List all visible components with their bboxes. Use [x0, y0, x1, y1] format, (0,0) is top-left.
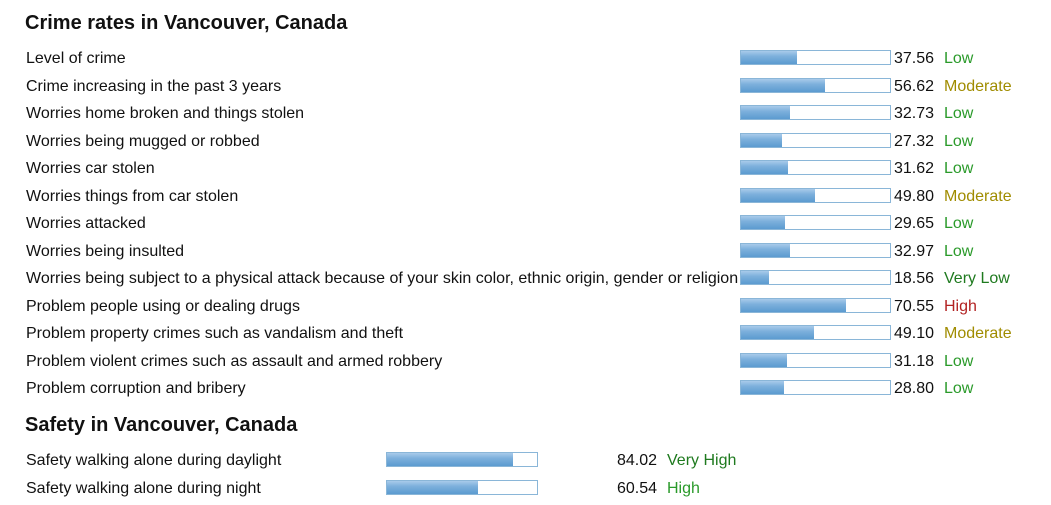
safety-row: Safety walking alone during daylight 84.0…	[0, 447, 1051, 474]
crime-row-bar-fill	[741, 243, 791, 257]
crime-row: Worries car stolen 31.62 Low	[0, 155, 1051, 182]
crime-row-bar-fill	[741, 133, 782, 147]
crime-row-bar-fill	[741, 106, 790, 119]
safety-row-bar-fill	[387, 453, 514, 466]
crime-row-value: 32.73	[893, 105, 934, 122]
crime-row-value: 56.62	[893, 77, 934, 95]
crime-row-bar-fill	[741, 298, 847, 312]
crime-row-value: 70.55	[893, 297, 934, 315]
crime-row-bar	[740, 77, 891, 93]
crime-row-bar	[740, 325, 891, 340]
crime-row-value: 31.62	[893, 160, 934, 177]
safety-row-bar	[386, 479, 538, 495]
safety-row: Safety walking alone during night 60.54 Hi…	[0, 475, 1051, 502]
crime-row-level: High	[944, 297, 977, 315]
crime-row-bar	[740, 380, 891, 395]
crime-row: Problem property crimes such as vandalis…	[0, 320, 1051, 347]
crime-row-bar-fill	[741, 381, 784, 394]
crime-row-label: Crime increasing in the past 3 years	[26, 77, 282, 95]
crime-row-level: Low	[944, 132, 974, 150]
crime-row-value: 49.10	[893, 325, 934, 342]
crime-row-label: Worries home broken and things stolen	[26, 105, 305, 122]
crime-row-label: Worries things from car stolen	[26, 187, 239, 205]
crime-row-bar	[740, 352, 891, 368]
crime-row-bar-fill	[741, 271, 769, 284]
safety-row-bar	[386, 452, 538, 467]
crime-row-level: Moderate	[944, 77, 1012, 95]
safety-row-level: High	[667, 479, 700, 497]
crime-row-label: Problem people using or dealing drugs	[26, 297, 300, 315]
crime-row-bar	[740, 105, 891, 120]
crime-row: Worries being mugged or robbed 27.32 Low	[0, 128, 1051, 155]
crime-row-label: Worries car stolen	[26, 160, 155, 177]
crime-section-title: Crime rates in Vancouver, Canada	[25, 12, 348, 34]
crime-row: Problem corruption and bribery 28.80 Low	[0, 375, 1051, 402]
crime-row: Worries home broken and things stolen 32.…	[0, 100, 1051, 127]
crime-row-label: Level of crime	[26, 50, 126, 67]
crime-row: Problem people using or dealing drugs 70.…	[0, 293, 1051, 320]
crime-row-label: Worries attacked	[26, 215, 146, 232]
crime-row: Crime increasing in the past 3 years 56.6…	[0, 73, 1051, 100]
crime-row-bar	[740, 50, 891, 65]
crime-row-bar-fill	[741, 353, 788, 367]
crime-row-level: Low	[944, 242, 974, 260]
crime-row-bar-fill	[741, 161, 789, 174]
crime-row-value: 32.97	[893, 242, 934, 260]
crime-row-level: Low	[944, 215, 974, 232]
crime-row-level: Low	[944, 160, 974, 177]
crime-row: Worries being subject to a physical atta…	[0, 265, 1051, 292]
crime-row-value: 18.56	[893, 270, 934, 287]
crime-row-bar	[740, 187, 891, 203]
crime-row-value: 31.18	[893, 352, 934, 370]
crime-row-bar-fill	[741, 216, 786, 229]
crime-row-bar	[740, 297, 891, 313]
crime-row-level: Low	[944, 380, 974, 397]
safety-row-level: Very High	[667, 452, 737, 469]
crime-row-bar	[740, 242, 891, 258]
safety-row-value: 84.02	[616, 452, 657, 469]
crime-row-bar-fill	[741, 188, 816, 202]
crime-row-level: Low	[944, 352, 974, 370]
crime-row-bar	[740, 270, 891, 285]
crime-row-level: Moderate	[944, 187, 1012, 205]
crime-row-level: Very Low	[944, 270, 1010, 287]
crime-row-value: 37.56	[893, 50, 934, 67]
crime-row: Level of crime 37.56 Low	[0, 45, 1051, 72]
crime-row-value: 28.80	[893, 380, 934, 397]
crime-row-label: Worries being subject to a physical atta…	[26, 270, 739, 287]
crime-row: Worries being insulted 32.97 Low	[0, 238, 1051, 265]
crime-row-bar-fill	[741, 51, 797, 64]
crime-row-label: Problem corruption and bribery	[26, 380, 246, 397]
crime-row-label: Worries being insulted	[26, 242, 185, 260]
crime-row: Worries attacked 29.65 Low	[0, 210, 1051, 237]
crime-row-bar-fill	[741, 326, 815, 339]
safety-row-label: Safety walking alone during night	[26, 479, 261, 497]
crime-row: Problem violent crimes such as assault a…	[0, 348, 1051, 375]
crime-row: Worries things from car stolen 49.80 Moder…	[0, 183, 1051, 210]
crime-row-value: 49.80	[893, 187, 934, 205]
crime-row-level: Low	[944, 105, 974, 122]
crime-row-label: Problem property crimes such as vandalis…	[26, 325, 404, 342]
crime-row-label: Worries being mugged or robbed	[26, 132, 260, 150]
safety-row-bar-fill	[387, 480, 478, 494]
safety-section-title: Safety in Vancouver, Canada	[25, 414, 298, 436]
crime-row-bar	[740, 215, 891, 230]
crime-row-bar-fill	[741, 78, 826, 92]
safety-row-label: Safety walking alone during daylight	[26, 452, 282, 469]
crime-row-level: Moderate	[944, 325, 1012, 342]
safety-row-value: 60.54	[616, 479, 657, 497]
crime-row-value: 29.65	[893, 215, 934, 232]
crime-row-bar	[740, 132, 891, 148]
crime-row-level: Low	[944, 50, 974, 67]
crime-row-label: Problem violent crimes such as assault a…	[26, 352, 443, 370]
crime-row-value: 27.32	[893, 132, 934, 150]
crime-row-bar	[740, 160, 891, 175]
